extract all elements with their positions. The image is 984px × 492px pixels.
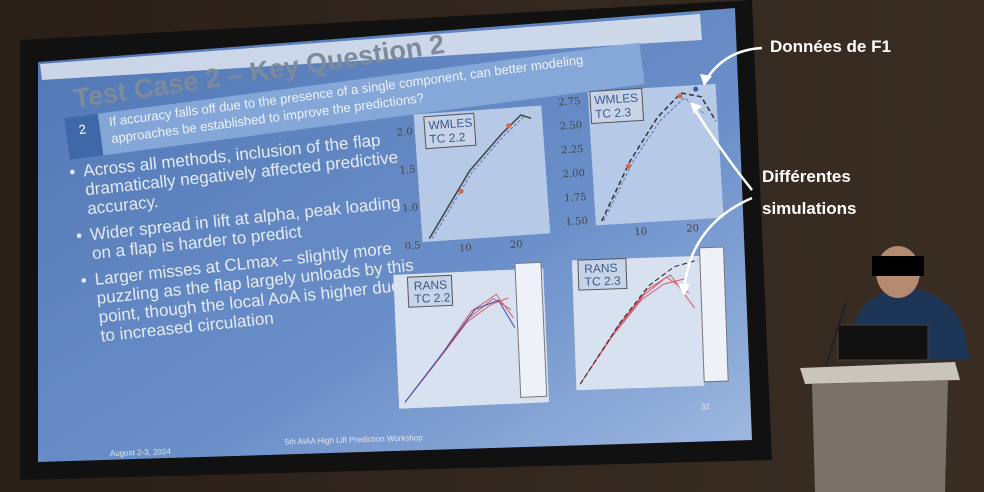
y-tick-label: 2.0 (396, 127, 413, 139)
arrow (692, 107, 753, 191)
x-tick-label: 10 (459, 243, 472, 255)
bullet-marker: • (68, 162, 76, 182)
y-tick-label: 1.0 (402, 202, 419, 214)
curve (579, 259, 699, 385)
curve (431, 116, 525, 239)
bullet-marker: • (75, 226, 83, 246)
panel-label: WMLES (428, 115, 473, 132)
legend-box (514, 261, 548, 398)
x-tick-label: 20 (686, 223, 699, 235)
annotation: Différentes (762, 167, 851, 186)
marker (458, 188, 464, 194)
curve (428, 114, 532, 240)
laptop (837, 324, 929, 361)
footer-date: August 2-3, 2024 (110, 447, 172, 458)
arrowhead (690, 102, 702, 114)
title-band (40, 14, 702, 80)
panel-label: TC 2.2 (414, 290, 451, 306)
microphone (825, 301, 847, 367)
y-tick-label: 1.5 (399, 165, 416, 177)
podium (812, 380, 948, 492)
panel-label: RANS (584, 261, 618, 276)
arrowheads (678, 74, 712, 296)
footer-page: 32 (701, 402, 711, 411)
y-tick-label: 2.00 (562, 168, 585, 180)
footer: August 2-3, 2024 5th AIAA High Lift Pred… (110, 402, 711, 458)
panel: WMLES TC 2.2 2.0 1.5 1.0 0.5 10 20 (396, 105, 551, 255)
panel-label: TC 2.3 (584, 274, 621, 289)
x-tick-label: 10 (634, 226, 647, 238)
y-tick-label: 1.75 (564, 192, 587, 204)
panel: RANS TC 2.2 (393, 261, 550, 409)
podium-top (800, 362, 960, 384)
panel-label: TC 2.2 (429, 130, 466, 147)
arrows (682, 46, 763, 291)
arrow (704, 46, 763, 81)
y-tick-label: 1.50 (565, 216, 588, 228)
annotation: Données de F1 (770, 37, 891, 56)
panel-label-box (577, 257, 628, 291)
panel-label: TC 2.3 (595, 105, 632, 121)
panel-label: RANS (414, 278, 448, 293)
panel: RANS TC 2.3 (571, 246, 729, 391)
bullet-marker: • (80, 271, 88, 291)
y-tick-label: 0.5 (404, 240, 421, 252)
annotation: simulations (762, 199, 856, 218)
marker (506, 123, 512, 129)
panel-label-box (406, 274, 454, 308)
redaction (872, 256, 924, 276)
arrowhead (678, 284, 690, 296)
y-tick-label: 2.25 (561, 144, 584, 156)
panel-label-box (423, 112, 477, 150)
panel-label-box (589, 87, 645, 125)
question-number-bg (64, 113, 104, 160)
curve (600, 92, 717, 222)
arrow (682, 196, 753, 291)
arrowhead (700, 74, 712, 86)
y-tick-label: 2.75 (558, 96, 581, 108)
y-tick-label: 2.50 (559, 120, 582, 132)
curve (404, 299, 516, 403)
legend-box (699, 246, 729, 383)
marker (625, 163, 631, 169)
x-tick-label: 20 (510, 239, 523, 251)
footer-workshop: 5th AIAA High Lift Prediction Workshop (285, 433, 424, 446)
panel: WMLES TC 2.3 2.75 2.50 2.25 2.00 1.75 1.… (558, 83, 724, 238)
marker (677, 93, 683, 99)
marker (693, 86, 699, 92)
question-bg (64, 42, 645, 160)
question-number: 2 (78, 121, 87, 137)
panel-label: WMLES (594, 91, 639, 108)
